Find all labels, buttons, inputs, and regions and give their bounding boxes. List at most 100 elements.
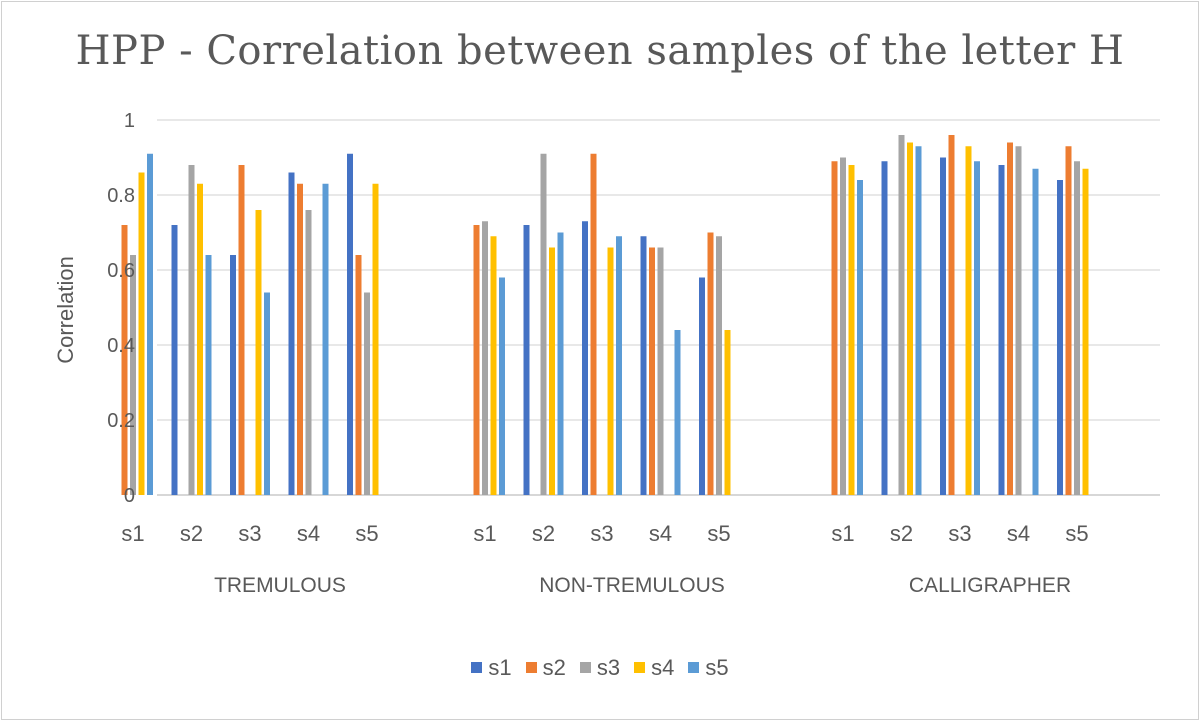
bar-non-tremulous-s2-s1 xyxy=(523,225,530,495)
x-group-label: NON-TREMULOUS xyxy=(539,574,725,597)
legend-swatch xyxy=(525,662,537,674)
bar-tremulous-s3-s1 xyxy=(230,255,236,495)
legend-item-s4: s4 xyxy=(634,654,674,681)
bar-tremulous-s3-s4 xyxy=(255,210,262,495)
legend-label: s2 xyxy=(542,654,566,680)
bar-calligrapher-s2-s3 xyxy=(898,135,905,495)
legend-label: s4 xyxy=(651,654,675,680)
y-tick-label: 0.8 xyxy=(107,185,135,207)
legend-item-s2: s2 xyxy=(525,654,566,681)
x-category-label: s5 xyxy=(355,521,378,546)
y-tick-label: 0 xyxy=(124,485,135,507)
bar-tremulous-s1-s4 xyxy=(138,172,145,495)
bar-tremulous-s4-s1 xyxy=(288,172,295,495)
y-tick-label: 0.2 xyxy=(107,410,135,432)
bar-calligrapher-s2-s1 xyxy=(881,161,888,495)
bar-non-tremulous-s4-s2 xyxy=(649,247,655,495)
x-category-label: s4 xyxy=(649,521,672,546)
x-category-label: s3 xyxy=(948,521,971,546)
bar-non-tremulous-s1-s5 xyxy=(499,277,505,495)
x-category-label: s1 xyxy=(121,521,144,546)
chart-title: HPP - Correlation between samples of the… xyxy=(75,28,1125,74)
x-category-label: s4 xyxy=(297,521,320,546)
bar-non-tremulous-s3-s2 xyxy=(590,153,597,495)
bar-non-tremulous-s3-s4 xyxy=(607,247,614,495)
bar-tremulous-s2-s3 xyxy=(188,165,195,495)
x-group-label: TREMULOUS xyxy=(214,574,346,597)
x-category-label: s4 xyxy=(1007,521,1030,546)
bar-non-tremulous-s5-s3 xyxy=(716,236,722,495)
x-category-label: s2 xyxy=(180,521,203,546)
bar-non-tremulous-s3-s1 xyxy=(582,221,588,495)
legend-label: s1 xyxy=(488,654,512,680)
bar-non-tremulous-s5-s2 xyxy=(707,232,714,495)
y-tick-label: 1 xyxy=(124,110,135,132)
bar-tremulous-s5-s3 xyxy=(364,292,370,495)
x-category-label: s5 xyxy=(1065,521,1088,546)
bar-tremulous-s2-s4 xyxy=(197,183,203,495)
tick-labels: 0 0.2 0.4 0.6 0.8 1 s1 s2 s3 s4 s5 TREMULOUS s1 s2 s3 s… xyxy=(107,110,1088,597)
bar-calligrapher-s1-s4 xyxy=(848,165,855,495)
legend-swatch xyxy=(579,662,591,674)
bar-calligrapher-s1-s3 xyxy=(840,157,846,495)
y-tick-label: 0.6 xyxy=(107,260,135,282)
legend-item-s3: s3 xyxy=(579,654,621,681)
bar-non-tremulous-s2-s4 xyxy=(549,247,555,495)
x-category-label: s2 xyxy=(890,521,913,546)
bar-calligrapher-s3-s5 xyxy=(974,161,980,495)
legend: s1 s2 s3 s4 s5 xyxy=(0,653,1200,681)
x-category-label: s3 xyxy=(238,521,261,546)
bar-tremulous-s5-s2 xyxy=(355,255,362,495)
bar-tremulous-s4-s5 xyxy=(322,183,329,495)
legend-item-s1: s1 xyxy=(471,654,512,681)
bar-calligrapher-s4-s1 xyxy=(998,165,1005,495)
bar-non-tremulous-s4-s1 xyxy=(640,236,647,495)
bar-calligrapher-s4-s3 xyxy=(1015,146,1022,495)
bar-calligrapher-s3-s1 xyxy=(940,157,946,495)
bar-tremulous-s4-s3 xyxy=(305,210,312,495)
legend-item-s5: s5 xyxy=(688,654,729,681)
bar-calligrapher-s4-s2 xyxy=(1007,142,1013,495)
bar-non-tremulous-s5-s4 xyxy=(724,330,731,495)
bar-calligrapher-s5-s1 xyxy=(1057,180,1063,495)
bar-tremulous-s1-s3 xyxy=(130,255,136,495)
legend-swatch xyxy=(471,662,483,674)
bar-non-tremulous-s1-s4 xyxy=(490,236,497,495)
bar-non-tremulous-s2-s5 xyxy=(557,232,564,495)
x-category-label: s2 xyxy=(532,521,555,546)
bar-tremulous-s2-s5 xyxy=(205,255,212,495)
bar-tremulous-s1-s5 xyxy=(147,153,153,495)
bar-non-tremulous-s1-s2 xyxy=(473,225,480,495)
bar-calligrapher-s1-s5 xyxy=(857,180,863,495)
bar-non-tremulous-s1-s3 xyxy=(482,221,488,495)
x-group-label: CALLIGRAPHER xyxy=(909,574,1071,597)
bar-tremulous-s1-s2 xyxy=(121,225,128,495)
bar-calligrapher-s5-s4 xyxy=(1082,168,1089,495)
legend-swatch xyxy=(634,662,646,674)
x-category-label: s5 xyxy=(707,521,730,546)
legend-label: s5 xyxy=(705,654,729,680)
bar-calligrapher-s4-s5 xyxy=(1032,168,1039,495)
bar-calligrapher-s2-s5 xyxy=(915,146,922,495)
bar-tremulous-s4-s2 xyxy=(297,183,303,495)
bars xyxy=(121,135,1089,495)
bar-non-tremulous-s4-s3 xyxy=(657,247,664,495)
bar-tremulous-s5-s1 xyxy=(347,153,353,495)
bar-tremulous-s5-s4 xyxy=(372,183,379,495)
legend-swatch xyxy=(688,662,700,674)
x-category-label: s3 xyxy=(590,521,613,546)
bar-calligrapher-s1-s2 xyxy=(831,161,838,495)
bar-non-tremulous-s3-s5 xyxy=(616,236,622,495)
x-category-label: s1 xyxy=(473,521,496,546)
bar-calligrapher-s5-s2 xyxy=(1065,146,1072,495)
bar-tremulous-s2-s1 xyxy=(171,225,178,495)
legend-label: s3 xyxy=(596,654,621,680)
bar-tremulous-s3-s5 xyxy=(264,292,270,495)
y-tick-label: 0.4 xyxy=(107,335,135,357)
bar-non-tremulous-s5-s1 xyxy=(699,277,705,495)
bar-calligrapher-s3-s2 xyxy=(948,135,955,495)
bar-calligrapher-s5-s3 xyxy=(1074,161,1080,495)
bar-non-tremulous-s4-s5 xyxy=(674,330,681,495)
bar-calligrapher-s3-s4 xyxy=(965,146,972,495)
